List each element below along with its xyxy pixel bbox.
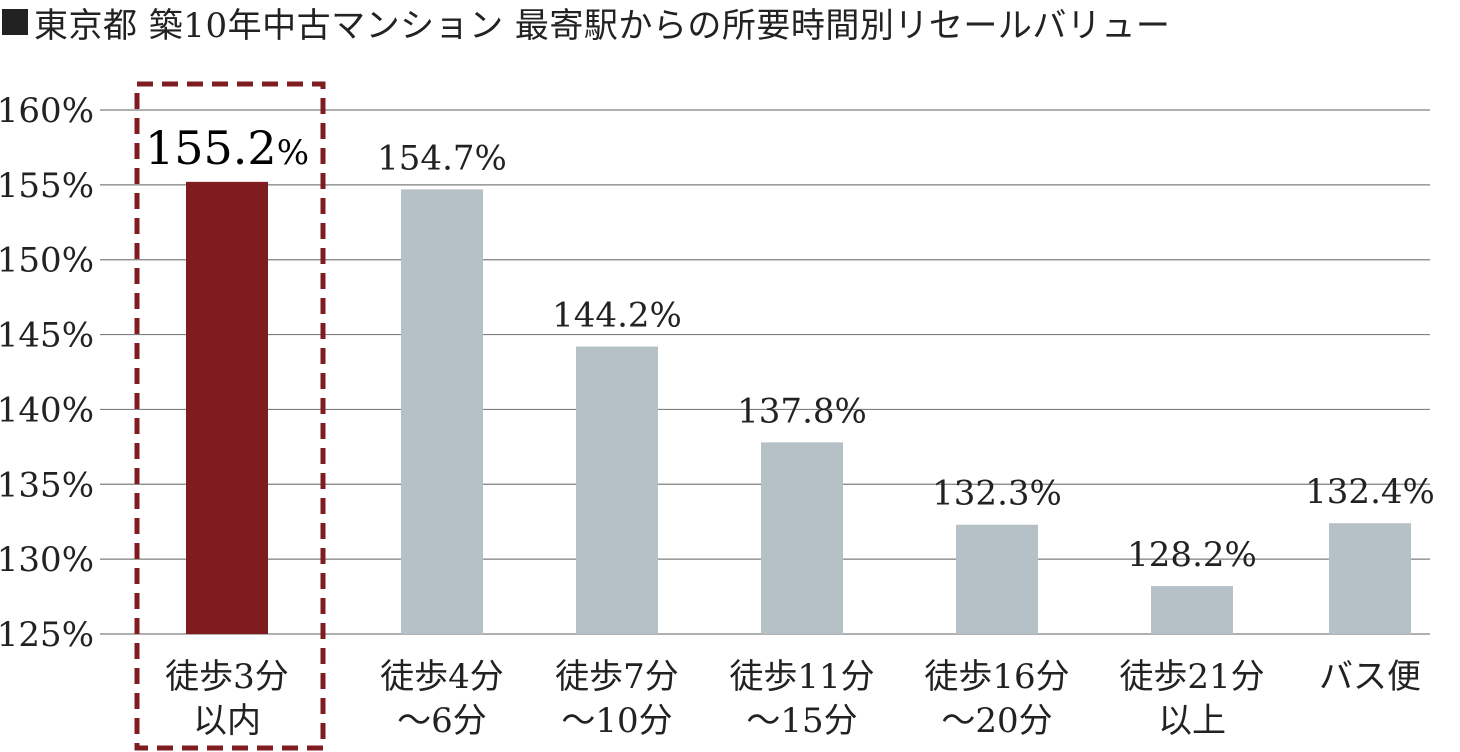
- x-tick-label: 〜20分: [941, 701, 1052, 741]
- x-tick-label: 徒歩4分: [380, 657, 504, 697]
- y-tick-label: 140%: [0, 390, 94, 430]
- y-axis: 160% 155% 150% 145% 140% 135% 130% 125%: [0, 91, 94, 655]
- chart-title: 東京都 築10年中古マンション 最寄駅からの所要時間別リセールバリュー: [2, 0, 1171, 46]
- bar: [401, 189, 483, 634]
- x-tick-label: 徒歩3分: [165, 657, 289, 697]
- x-tick-label: 以上: [1158, 701, 1226, 741]
- data-label-value: 155.2: [145, 121, 277, 175]
- y-tick-label: 130%: [0, 540, 94, 580]
- x-tick-label: 徒歩16分: [924, 657, 1069, 697]
- x-tick-label: 〜10分: [561, 701, 672, 741]
- data-label: 128.2%: [1127, 535, 1257, 575]
- x-tick-label: 〜6分: [397, 701, 487, 741]
- y-tick-label: 145%: [0, 316, 94, 356]
- data-label: 154.7%: [377, 138, 507, 178]
- data-label: 137.8%: [737, 391, 867, 431]
- x-tick-label: 〜15分: [746, 701, 857, 741]
- bar: [1329, 523, 1411, 634]
- x-tick-label: 徒歩11分: [729, 657, 874, 697]
- bars: [186, 181, 1411, 634]
- y-tick-label: 160%: [0, 91, 94, 131]
- bar: [956, 524, 1038, 634]
- data-label: 132.4%: [1305, 472, 1435, 512]
- bar: [576, 346, 658, 634]
- x-tick-label: 徒歩21分: [1119, 657, 1264, 697]
- bar: [761, 442, 843, 634]
- y-tick-label: 135%: [0, 465, 94, 505]
- data-label-suffix: %: [277, 133, 309, 173]
- y-tick-label: 155%: [0, 166, 94, 206]
- chart-title-text: 東京都 築10年中古マンション 最寄駅からの所要時間別リセールバリュー: [34, 5, 1171, 46]
- data-label: 132.3%: [932, 474, 1062, 514]
- x-tick-label: バス便: [1319, 657, 1421, 697]
- value-labels: 155.2% 154.7% 144.2% 137.8% 132.3% 128.2% 132.…: [145, 121, 1435, 575]
- bar: [186, 181, 268, 634]
- bar: [1151, 586, 1233, 634]
- x-tick-label: 徒歩7分: [555, 657, 679, 697]
- data-label: 144.2%: [552, 296, 682, 336]
- y-tick-label: 125%: [0, 615, 94, 655]
- x-tick-label: 以内: [193, 701, 261, 741]
- data-label: 155.2%: [145, 121, 309, 175]
- square-bullet-icon: [2, 9, 28, 35]
- y-tick-label: 150%: [0, 241, 94, 281]
